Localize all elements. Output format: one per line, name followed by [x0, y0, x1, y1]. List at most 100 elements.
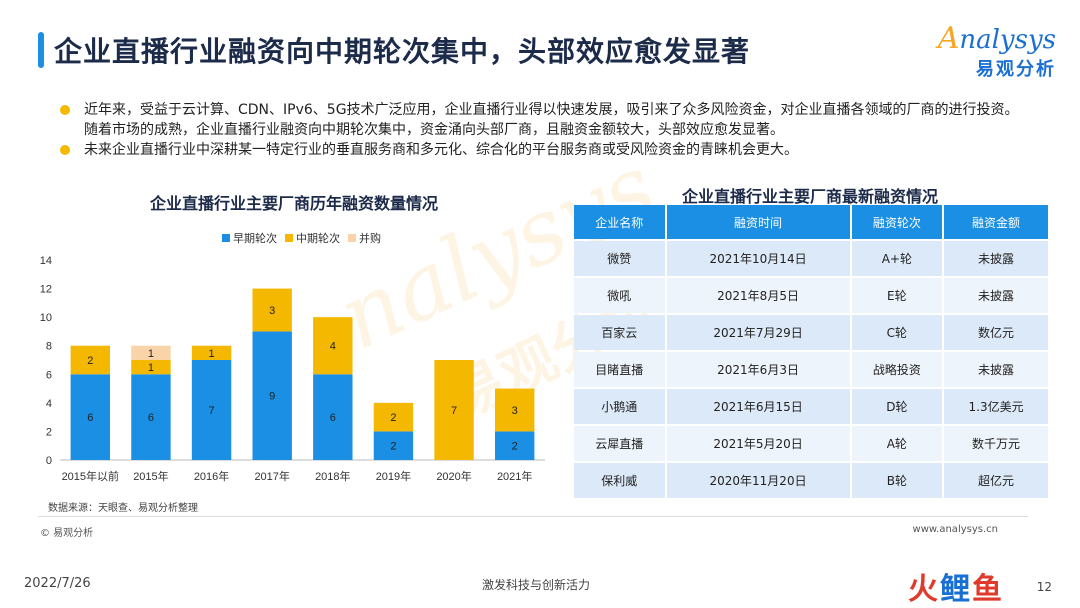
table-row: 目睹直播 2021年6月3日 战略投资 未披露 — [574, 352, 1048, 387]
page-number: 12 — [1036, 580, 1052, 594]
bar-segment — [131, 360, 171, 375]
analysys-logo: Analysys 易观分析 — [938, 24, 1056, 81]
bullet-dot-icon — [60, 105, 70, 115]
x-tick-label: 2015年 — [133, 469, 168, 483]
x-tick-label: 2019年 — [376, 469, 411, 483]
x-tick-label: 2017年 — [254, 469, 289, 483]
legend-swatch-ma — [348, 234, 356, 242]
table-header-row: 企业名称 融资时间 融资轮次 融资金额 — [574, 205, 1048, 239]
table-cell: 2021年8月5日 — [666, 278, 850, 313]
bullet-dot-icon — [60, 145, 70, 155]
bar-segment — [313, 374, 353, 460]
latest-funding-table: 企业名称 融资时间 融资轮次 融资金额 微赞 2021年10月14日 A+轮 未… — [572, 203, 1050, 500]
legend-label: 并购 — [359, 232, 381, 245]
y-tick-label: 2 — [46, 426, 52, 438]
table-cell: 未披露 — [944, 241, 1048, 276]
table-cell: 2020年11月20日 — [666, 463, 850, 498]
logo-text-cn: 易观分析 — [976, 59, 1056, 80]
table-cell: A+轮 — [851, 241, 943, 276]
funding-count-chart: 0 2 4 6 8 10 12 14 6 2 2015年以前 6 1 1 2015年 7 1 2016年 9 3 201… — [40, 255, 545, 483]
bar-segment — [434, 360, 474, 460]
table-cell: 微赞 — [574, 241, 665, 276]
table-cell: 云犀直播 — [574, 426, 665, 461]
data-label: 2 — [390, 412, 396, 424]
data-label: 4 — [330, 341, 336, 353]
table-cell: 战略投资 — [851, 352, 943, 387]
table-cell: 未披露 — [944, 352, 1048, 387]
bar-segment — [131, 374, 171, 460]
bar-segment — [252, 288, 292, 332]
table-row: 微吼 2021年8月5日 E轮 未披露 — [574, 278, 1048, 313]
data-label: 9 — [269, 391, 275, 403]
data-label: 2 — [512, 441, 518, 453]
legend-item: 早期轮次 — [222, 230, 277, 246]
data-label: 2 — [87, 355, 93, 367]
table-row: 微赞 2021年10月14日 A+轮 未披露 — [574, 241, 1048, 276]
table-cell: E轮 — [851, 278, 943, 313]
footer-slogan: 激发科技与创新活力 — [482, 578, 591, 592]
copyright-text: © 易观分析 — [40, 528, 94, 539]
legend-item: 中期轮次 — [285, 230, 340, 246]
brand-char: 鱼 — [972, 572, 1004, 607]
x-tick-label: 2021年 — [497, 469, 532, 483]
bar-segment — [373, 431, 414, 460]
table-header-cell: 融资轮次 — [851, 205, 943, 239]
bar-segment — [313, 317, 353, 375]
footer-date: 2022/7/26 — [24, 576, 91, 591]
table-cell: 2021年5月20日 — [666, 426, 850, 461]
bar-segment — [131, 345, 171, 360]
x-tick-label: 2015年以前 — [62, 469, 119, 483]
table-cell: C轮 — [851, 315, 943, 350]
website-link[interactable]: www.analysys.cn — [912, 524, 998, 535]
table-cell: 2021年6月15日 — [666, 389, 850, 424]
x-tick-label: 2018年 — [315, 469, 350, 483]
table-cell: 2021年10月14日 — [666, 241, 850, 276]
table-cell: 微吼 — [574, 278, 665, 313]
data-label: 6 — [330, 412, 336, 424]
bar-segment — [191, 360, 232, 460]
table-header-cell: 企业名称 — [574, 205, 665, 239]
x-tick-label: 2016年 — [194, 469, 229, 483]
legend-swatch-mid — [285, 234, 293, 242]
x-tick-label: 2020年 — [436, 469, 471, 483]
y-tick-label: 10 — [40, 312, 52, 324]
y-tick-label: 14 — [40, 255, 52, 267]
logo-mark: A — [937, 21, 960, 56]
table-row: 百家云 2021年7月29日 C轮 数亿元 — [574, 315, 1048, 350]
logo-wordmark: nalysys — [959, 25, 1056, 55]
table-title: 企业直播行业主要厂商最新融资情况 — [682, 187, 939, 206]
legend-label: 中期轮次 — [296, 232, 340, 245]
huoliyu-logo: 火鲤鱼 — [908, 564, 1004, 608]
bullet-text: 未来企业直播行业中深耕某一特定行业的垂直服务商和多元化、综合化的平台服务商或受风… — [84, 142, 798, 158]
table-cell: 超亿元 — [944, 463, 1048, 498]
bullet-item: 近年来，受益于云计算、CDN、IPv6、5G技术广泛应用，企业直播行业得以快速发… — [60, 100, 1020, 140]
data-label: 3 — [269, 305, 275, 317]
legend-swatch-early — [222, 234, 230, 242]
chart-title: 企业直播行业主要厂商历年融资数量情况 — [150, 194, 439, 213]
table-cell: 百家云 — [574, 315, 665, 350]
table-row: 小鹅通 2021年6月15日 D轮 1.3亿美元 — [574, 389, 1048, 424]
data-label: 2 — [390, 441, 396, 453]
bullet-item: 未来企业直播行业中深耕某一特定行业的垂直服务商和多元化、综合化的平台服务商或受风… — [60, 140, 1020, 160]
table-cell: 2021年6月3日 — [666, 352, 850, 387]
brand-char: 火 — [908, 572, 940, 607]
table-cell: B轮 — [851, 463, 943, 498]
data-label: 6 — [87, 412, 93, 424]
logo-text-en: Analysys — [938, 24, 1056, 55]
summary-bullets: 近年来，受益于云计算、CDN、IPv6、5G技术广泛应用，企业直播行业得以快速发… — [60, 100, 1020, 160]
chart-legend: 早期轮次 中期轮次 并购 — [222, 230, 381, 246]
y-tick-label: 12 — [40, 284, 52, 296]
data-label: 6 — [148, 412, 154, 424]
table-cell: 小鹅通 — [574, 389, 665, 424]
bullet-text: 近年来，受益于云计算、CDN、IPv6、5G技术广泛应用，企业直播行业得以快速发… — [84, 102, 1019, 138]
bar-segment — [494, 388, 535, 432]
bar-segment — [191, 345, 232, 360]
page-title: 企业直播行业融资向中期轮次集中，头部效应愈发显著 — [54, 35, 751, 68]
source-note: 数据来源：天眼查、易观分析整理 — [48, 503, 198, 514]
data-label: 1 — [148, 362, 154, 374]
bar-segment — [70, 345, 111, 375]
table-cell: 数亿元 — [944, 315, 1048, 350]
data-label: 7 — [451, 405, 457, 417]
legend-item: 并购 — [348, 230, 381, 246]
bar-segment — [373, 402, 414, 432]
